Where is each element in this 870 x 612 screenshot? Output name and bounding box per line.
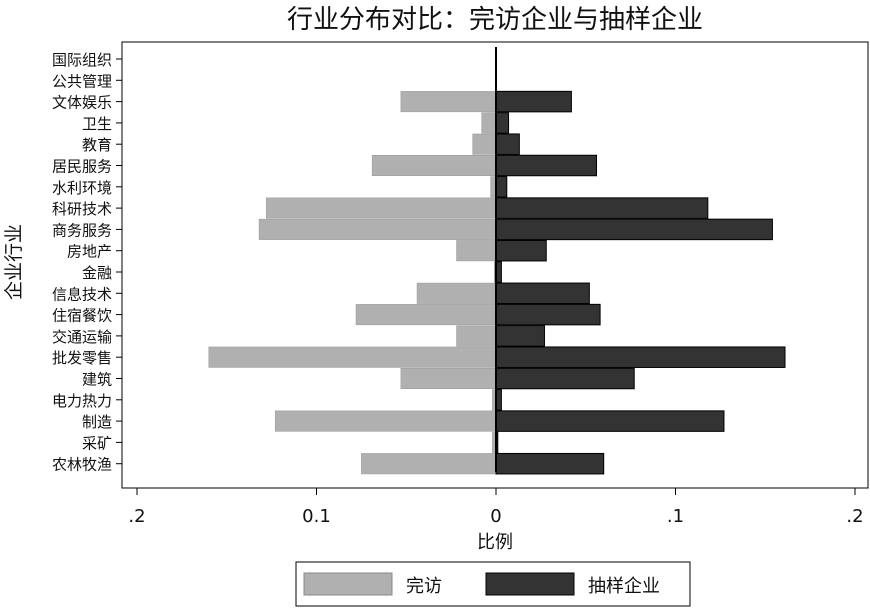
y-axis-label: 企业行业	[3, 224, 25, 300]
y-tick-label: 采矿	[82, 434, 112, 452]
bar-sample	[495, 133, 520, 155]
bar-completed	[400, 91, 497, 113]
y-tick-label: 科研技术	[52, 200, 112, 218]
bar-sample	[495, 218, 773, 241]
bar-sample	[495, 367, 635, 390]
bar-completed	[456, 325, 497, 347]
bar-completed	[265, 197, 497, 219]
bar-sample	[495, 452, 605, 475]
legend-label-0: 完访	[406, 576, 442, 597]
y-tick-label: 文体娱乐	[52, 94, 112, 112]
plot-frame	[121, 41, 869, 489]
y-tick-label: 居民服务	[52, 158, 112, 176]
y-tick-label: 农林牧渔	[52, 456, 112, 474]
bar-sample	[495, 112, 510, 134]
x-tick-label: .1	[667, 506, 684, 527]
chart-title: 行业分布对比：完访企业与抽样企业	[287, 5, 703, 35]
y-tick-label: 教育	[82, 136, 112, 154]
y-tick-label: 建筑	[82, 371, 112, 389]
bar-completed	[416, 282, 497, 304]
x-axis-label: 比例	[477, 532, 513, 553]
bar-completed	[400, 368, 497, 389]
y-tick-label: 交通运输	[52, 328, 112, 346]
x-tick-label: .2	[846, 506, 863, 527]
bar-sample	[495, 346, 786, 368]
bar-completed	[472, 133, 497, 155]
y-tick-label: 水利环境	[52, 179, 112, 197]
y-tick-label: 信息技术	[52, 285, 112, 303]
legend: 完访 抽样企业	[295, 561, 691, 607]
y-tick-label: 公共管理	[52, 72, 112, 90]
y-tick-label: 国际组织	[52, 51, 112, 69]
y-tick-label: 制造	[82, 413, 112, 431]
bar-completed	[361, 453, 497, 475]
y-tick-label: 商务服务	[52, 221, 112, 239]
bar-sample	[495, 176, 508, 198]
bar-sample	[495, 325, 545, 347]
legend-label-1: 抽样企业	[588, 576, 660, 597]
bar-completed	[258, 218, 497, 240]
legend-swatch-1	[485, 572, 575, 596]
bar-sample	[495, 197, 709, 219]
bar-completed	[481, 112, 497, 134]
y-tick-label: 住宿餐饮	[52, 307, 112, 325]
x-tick-label: .2	[128, 506, 145, 527]
legend-swatch-0	[303, 572, 393, 596]
x-tick-label: 0.1	[302, 506, 331, 527]
y-tick-label: 电力热力	[52, 392, 112, 410]
bar-sample	[495, 154, 598, 177]
bar-completed	[371, 155, 497, 176]
bar-sample	[495, 303, 601, 326]
y-tick-label: 房地产	[67, 243, 112, 261]
x-tick-label: 0	[490, 506, 501, 527]
bar-completed	[456, 240, 497, 262]
bar-completed	[274, 410, 497, 432]
y-tick-label: 批发零售	[52, 349, 112, 367]
bar-sample	[495, 410, 725, 432]
y-tick-label: 卫生	[82, 115, 112, 133]
bar-sample	[495, 239, 547, 262]
bar-completed	[355, 304, 497, 326]
bar-sample	[495, 282, 590, 305]
bar-sample	[495, 90, 572, 113]
y-tick-label: 金融	[82, 264, 112, 282]
bar-completed	[208, 346, 497, 368]
